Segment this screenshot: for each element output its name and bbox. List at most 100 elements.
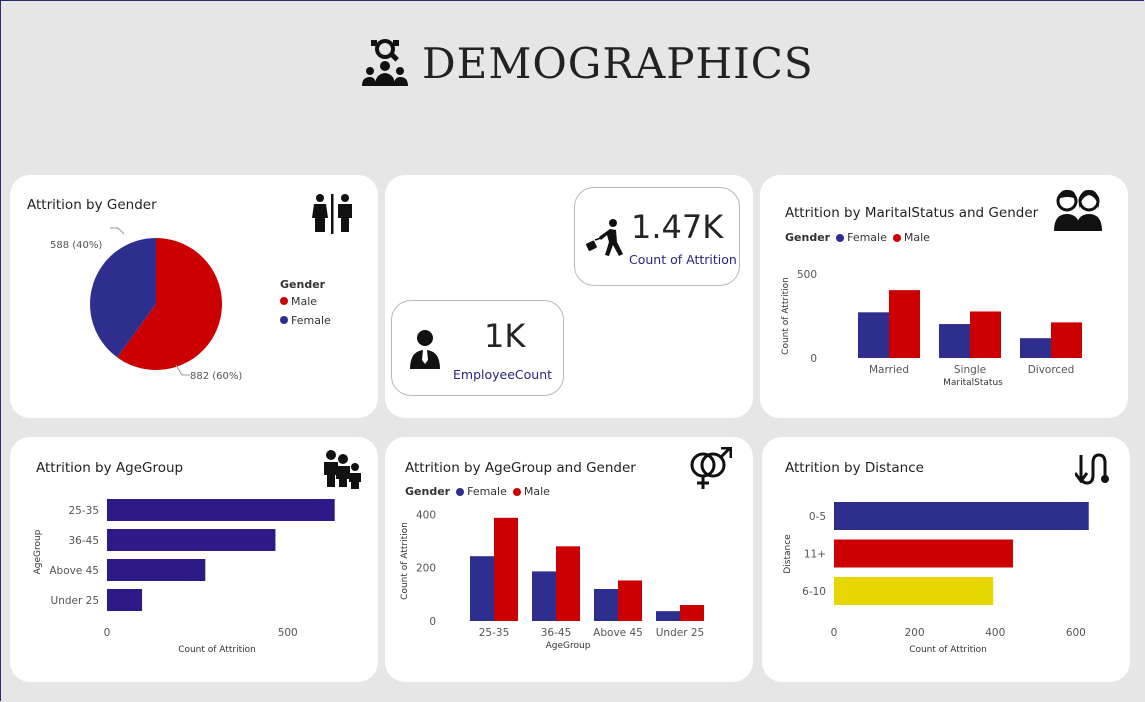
leader-line-male [175, 364, 190, 376]
bar-female-above-45[interactable] [594, 589, 618, 621]
bar-36-45[interactable] [107, 529, 276, 551]
x-tick-label: 0 [104, 627, 111, 639]
bar-male-above-45[interactable] [618, 580, 642, 621]
y-tick-label: 11+ [804, 549, 826, 561]
bar-25-35[interactable] [107, 499, 335, 521]
employee-icon [410, 330, 440, 369]
x-tick-label: Above 45 [593, 627, 643, 639]
bar-male-under-25[interactable] [680, 605, 704, 621]
y-tick-label: Above 45 [49, 565, 99, 577]
y-tick-label: 0-5 [809, 511, 826, 523]
y-tick-label: 6-10 [802, 586, 826, 598]
pie-label-female: 588 (40%) [50, 240, 103, 251]
pie-legend: Gender Male Female [280, 278, 331, 327]
attrition-kpi[interactable]: 1.47K Count of Attrition [574, 187, 740, 286]
agegroup-card[interactable]: Attrition by AgeGroup 25-35 36-45 Above 45… [10, 437, 378, 682]
y-tick-label: 500 [797, 269, 817, 281]
bar-above-45[interactable] [107, 559, 206, 581]
marital-card-title: Attrition by MaritalStatus and Gender [785, 205, 1039, 221]
x-tick-label: 36-45 [541, 627, 572, 639]
pie-slice-male[interactable] [117, 238, 222, 370]
x-tick-label: 600 [1066, 627, 1086, 639]
x-tick-label: 500 [278, 627, 298, 639]
x-tick-label: 400 [985, 627, 1005, 639]
x-tick-label: 0 [831, 627, 838, 639]
bar-male-divorced[interactable] [1051, 322, 1082, 358]
legend-title: Gender [785, 231, 831, 244]
y-tick-label: 400 [416, 509, 436, 521]
bar-female-36-45[interactable] [532, 571, 556, 621]
gender-card[interactable]: Attrition by Gender 588 (40%) 882 (60%) … [10, 175, 378, 418]
age-gender-bar-chart[interactable]: 400 200 0 Count of Attrition 25-35 36-45 Above… [400, 503, 745, 663]
legend-title: Gender [405, 485, 451, 498]
y-tick-label: 200 [416, 563, 436, 575]
gender-card-title: Attrition by Gender [27, 197, 157, 213]
distance-bar-chart[interactable]: 0-5 11+ 6-10 0 200 400 600 Count of Attrition Di… [780, 492, 1125, 672]
bar-male-single[interactable] [970, 311, 1001, 358]
legend-item-male[interactable]: Male [523, 485, 550, 498]
x-axis-title: Count of Attrition [909, 645, 987, 655]
y-axis-title: Distance [783, 534, 793, 574]
legend-item-female[interactable]: Female [847, 231, 887, 244]
age-gender-card[interactable]: Attrition by AgeGroup and Gender Gender … [385, 437, 753, 682]
bar-0-5[interactable] [834, 502, 1089, 530]
marital-card[interactable]: Attrition by MaritalStatus and Gender Ge… [760, 175, 1128, 418]
employee-value: 1K [484, 317, 526, 355]
legend-item-female[interactable]: Female [467, 485, 507, 498]
marital-legend: Gender Female Male [785, 231, 930, 244]
bar-under-25[interactable] [107, 589, 143, 611]
agegroup-card-title: Attrition by AgeGroup [36, 460, 184, 476]
kpi-card: 1.47K Count of Attrition 1K EmployeeCoun… [385, 175, 753, 418]
y-tick-label: 25-35 [68, 505, 99, 517]
bar-female-married[interactable] [858, 312, 889, 358]
bar-male-36-45[interactable] [556, 546, 580, 621]
page-header: DEMOGRAPHICS [362, 38, 814, 88]
x-tick-label: Under 25 [656, 627, 704, 639]
attrition-label: Count of Attrition [629, 252, 737, 267]
marital-bar-chart[interactable]: 500 0 Count of Attrition Married Single Divor… [778, 257, 1118, 397]
bar-male-25-35[interactable] [494, 517, 518, 621]
y-tick-label: Under 25 [51, 595, 99, 607]
couple-icon [1054, 189, 1102, 231]
demographics-icon [362, 39, 408, 86]
family-icon [324, 450, 361, 489]
bar-male-married[interactable] [889, 290, 920, 358]
employee-kpi[interactable]: 1K EmployeeCount [391, 300, 564, 396]
y-axis-title: Count of Attrition [781, 277, 791, 355]
x-tick-label: Married [869, 364, 909, 376]
distance-card-title: Attrition by Distance [785, 460, 924, 476]
age-gender-card-title: Attrition by AgeGroup and Gender [405, 460, 636, 476]
bar-female-25-35[interactable] [470, 556, 494, 621]
page-title: DEMOGRAPHICS [422, 38, 814, 88]
pie-label-male: 882 (60%) [190, 371, 243, 382]
y-tick-label: 0 [810, 353, 817, 365]
x-axis-title: AgeGroup [546, 641, 591, 651]
distance-card[interactable]: Attrition by Distance 0-5 11+ 6-10 0 200 400 6… [762, 437, 1130, 682]
x-tick-label: Single [954, 364, 986, 376]
x-tick-label: Divorced [1028, 364, 1075, 376]
gender-pie-chart[interactable] [68, 225, 268, 425]
gender-symbol-icon [690, 447, 732, 489]
age-gender-legend: Gender Female Male [405, 485, 550, 498]
attrition-value: 1.47K [631, 208, 724, 246]
x-tick-label: 200 [905, 627, 925, 639]
restroom-icon [312, 194, 352, 234]
person-leaving-icon [586, 219, 623, 256]
pie-slice-female[interactable] [89, 238, 156, 358]
bar-6-10[interactable] [834, 577, 994, 605]
legend-item-male[interactable]: Male [280, 295, 331, 308]
bar-11+[interactable] [834, 539, 1013, 568]
x-tick-label: 25-35 [479, 627, 510, 639]
bar-female-divorced[interactable] [1020, 338, 1051, 358]
bar-female-single[interactable] [939, 324, 970, 358]
legend-item-female[interactable]: Female [280, 314, 331, 327]
y-tick-label: 36-45 [68, 535, 99, 547]
legend-item-male[interactable]: Male [903, 231, 930, 244]
x-axis-title: Count of Attrition [178, 645, 256, 655]
route-icon [1075, 453, 1109, 485]
agegroup-bar-chart[interactable]: 25-35 36-45 Above 45 Under 25 0 500 Count of A… [30, 492, 370, 672]
leader-line-female [110, 227, 125, 235]
bar-female-under-25[interactable] [656, 611, 680, 621]
legend-title: Gender [280, 278, 326, 291]
